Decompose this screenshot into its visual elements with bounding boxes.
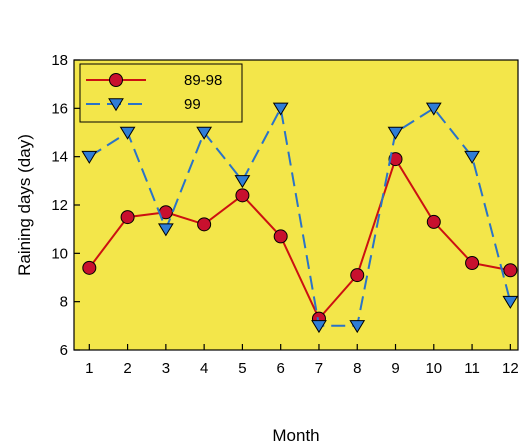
x-tick-label: 5	[238, 360, 246, 377]
y-tick-label: 16	[51, 100, 68, 117]
series-0-point-1	[82, 260, 97, 275]
y-axis-title: Raining days (day)	[15, 134, 34, 276]
x-tick-label: 4	[200, 360, 208, 377]
series-0-point-2	[120, 210, 135, 225]
series-1-point-10	[425, 102, 442, 116]
legend-marker-0	[109, 73, 123, 87]
y-tick-label: 8	[60, 294, 68, 311]
series-1-point-2	[119, 126, 136, 140]
series-0-point-8	[350, 268, 365, 283]
series-1-point-4	[196, 126, 213, 140]
series-0-point-4	[197, 217, 212, 232]
series-1-point-11	[464, 150, 480, 164]
series-1-point-9	[387, 126, 404, 140]
x-axis-title: Month	[272, 426, 319, 445]
x-axis: 1 2 3 4 5 6 7 8 9 10 11 12	[85, 344, 519, 377]
series-1-point-8	[349, 320, 366, 334]
legend-label-1: 99	[184, 96, 201, 113]
x-tick-label: 6	[277, 360, 285, 377]
series-layer	[81, 102, 519, 334]
x-tick-label: 9	[391, 360, 399, 377]
x-tick-label: 12	[502, 360, 519, 377]
y-tick-label: 10	[51, 245, 68, 262]
series-1	[81, 102, 519, 334]
series-0-point-11	[465, 256, 480, 270]
y-axis: 6 8 10 12 14 16 18	[51, 52, 80, 359]
x-tick-label: 11	[464, 360, 480, 377]
series-1-point-7	[311, 320, 327, 334]
x-tick-label: 7	[315, 360, 323, 377]
y-tick-label: 18	[51, 52, 68, 69]
series-1-point-5	[234, 175, 251, 189]
y-tick-label: 14	[51, 149, 68, 166]
series-0-point-9	[388, 152, 403, 167]
x-tick-label: 3	[162, 360, 170, 377]
series-line-1	[88, 105, 512, 327]
series-0-point-12	[503, 263, 518, 278]
series-1-point-6	[272, 102, 289, 116]
series-0-point-5	[235, 188, 250, 203]
series-1-point-3	[157, 223, 174, 237]
x-tick-label: 10	[425, 360, 442, 377]
x-tick-label: 1	[85, 360, 93, 377]
legend-box	[79, 63, 243, 123]
series-1-point-12	[502, 295, 519, 309]
series-0-point-10	[426, 214, 441, 229]
y-tick-label: 12	[51, 197, 68, 214]
y-tick-label: 6	[60, 342, 68, 359]
legend-label-0: 89-98	[184, 72, 222, 89]
legend-marker-1	[108, 98, 124, 112]
x-tick-label: 2	[123, 360, 131, 377]
series-1-point-1	[81, 150, 98, 164]
legend: 89-98 99	[79, 63, 243, 123]
series-0-point-6	[273, 229, 288, 244]
x-tick-label: 8	[353, 360, 361, 377]
